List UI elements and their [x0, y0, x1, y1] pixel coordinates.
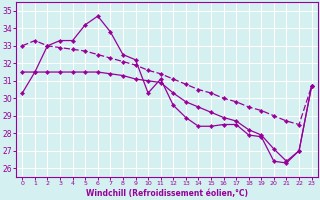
X-axis label: Windchill (Refroidissement éolien,°C): Windchill (Refroidissement éolien,°C) — [86, 189, 248, 198]
